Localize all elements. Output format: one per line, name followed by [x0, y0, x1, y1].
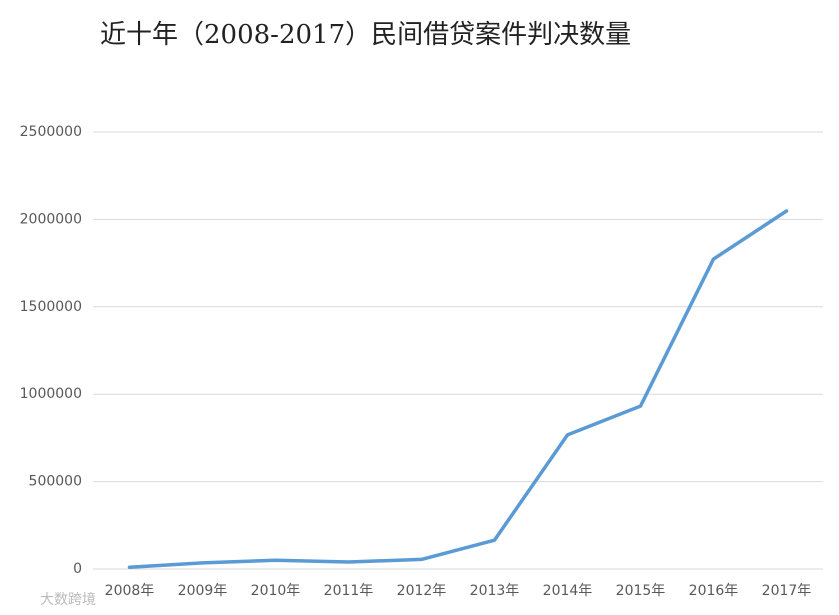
x-tick-label: 2010年: [251, 583, 301, 599]
x-tick-label: 2016年: [689, 583, 739, 599]
x-tick-label: 2013年: [470, 583, 520, 599]
x-tick-label: 2017年: [762, 583, 812, 599]
chart-title: 近十年（2008-2017）民间借贷案件判决数量: [100, 20, 631, 50]
y-tick-label: 2000000: [20, 211, 82, 227]
data-line: [127, 209, 789, 570]
x-tick-label: 2011年: [324, 583, 374, 599]
x-tick-label: 2008年: [105, 583, 155, 599]
x-tick-label: 2009年: [178, 583, 228, 599]
watermark: 大数跨境: [40, 592, 96, 608]
y-tick-label: 0: [73, 561, 82, 577]
y-tick-label: 500000: [29, 474, 82, 490]
y-tick-label: 1000000: [20, 386, 82, 402]
x-tick-label: 2015年: [616, 583, 666, 599]
x-tick-label: 2014年: [543, 583, 593, 599]
y-tick-label: 1500000: [20, 299, 82, 315]
y-tick-label: 2500000: [20, 124, 82, 140]
x-tick-label: 2012年: [397, 583, 447, 599]
